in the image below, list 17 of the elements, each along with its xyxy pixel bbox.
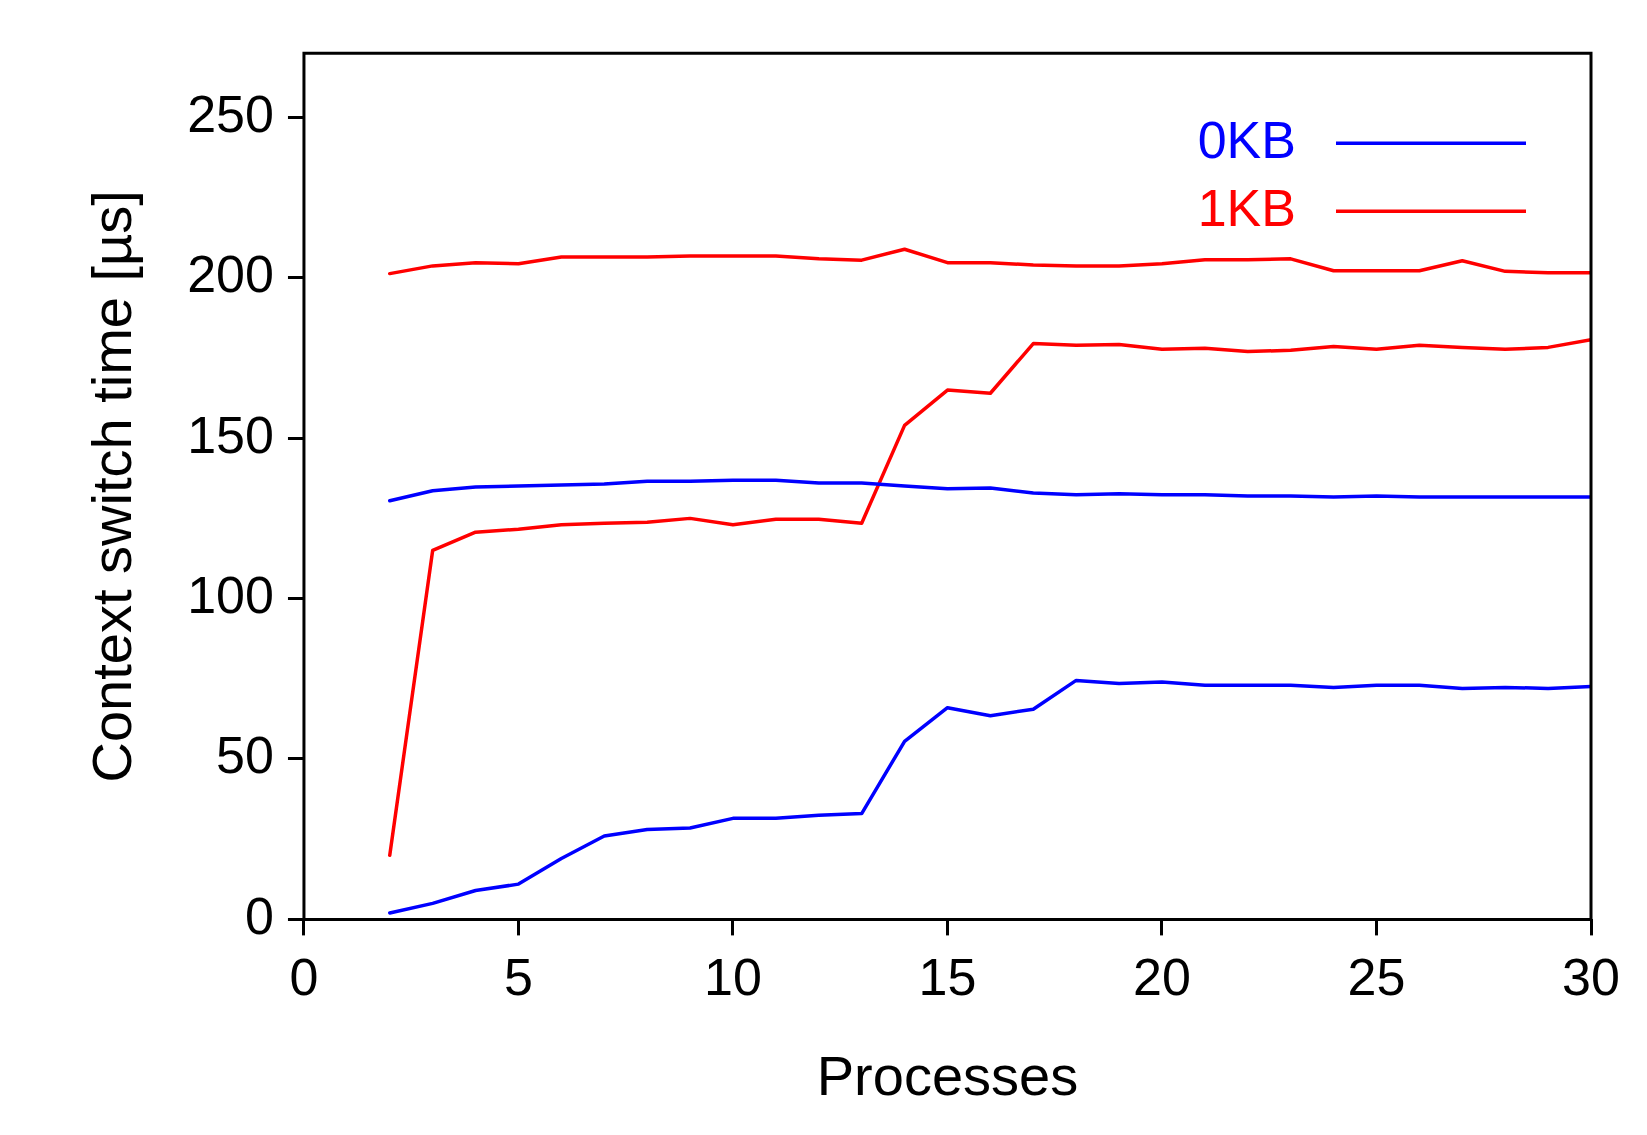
x-tick-label: 20 <box>1133 947 1191 1006</box>
y-tick-label: 250 <box>187 84 274 143</box>
y-axis-title: Context switch time [µs] <box>80 190 144 783</box>
y-tick-label: 50 <box>216 726 274 785</box>
x-tick-label: 0 <box>289 947 319 1006</box>
y-tick-label: 100 <box>187 565 274 624</box>
y-tick-label: 200 <box>187 245 274 304</box>
y-tick-label: 150 <box>187 405 274 464</box>
x-tick-label: 5 <box>504 947 533 1006</box>
x-tick-label: 10 <box>704 947 762 1006</box>
x-tick-label: 15 <box>918 947 977 1006</box>
legend-label: 0KB <box>1197 110 1296 169</box>
y-tick-label: 0 <box>245 886 274 945</box>
x-tick-label: 30 <box>1562 947 1620 1006</box>
x-tick-label: 25 <box>1347 947 1406 1006</box>
legend-label: 1KB <box>1197 178 1296 237</box>
x-axis-title: Processes <box>816 1043 1079 1107</box>
